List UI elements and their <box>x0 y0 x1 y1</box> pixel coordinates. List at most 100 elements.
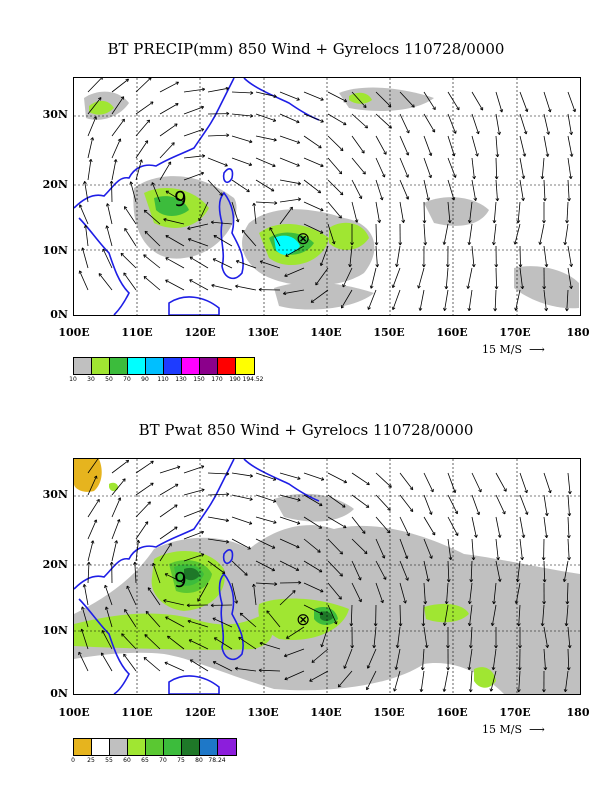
wind-vector-head <box>357 577 362 581</box>
wind-vector-head <box>375 264 380 268</box>
wind-vector-head <box>502 510 506 515</box>
wind-vector <box>399 538 408 559</box>
wind-vector <box>183 553 205 562</box>
wind-vector <box>188 238 209 247</box>
lon-label-170e: 170E <box>499 326 531 339</box>
wind-vector-head <box>139 159 143 163</box>
wind-vector <box>231 516 253 525</box>
wind-vector <box>159 483 179 496</box>
colorbar-tick-label: 194.52 <box>242 376 264 383</box>
wind-vector <box>468 648 473 670</box>
wind-vector-head <box>83 181 87 185</box>
coast-asia-mainland <box>74 78 235 209</box>
wind-vector <box>207 560 226 574</box>
wind-vector <box>259 260 281 269</box>
wind-vector-head <box>86 561 91 565</box>
wind-vector <box>495 91 503 113</box>
wind-vector-head <box>296 544 300 549</box>
wind-vector-head <box>221 570 226 574</box>
wind-vector <box>566 289 569 312</box>
wind-vector <box>87 459 99 474</box>
wind-vector-head <box>446 667 450 671</box>
wind-vector-head <box>523 131 528 135</box>
wind-vector-head <box>442 688 447 692</box>
wind-vector-head <box>320 477 325 481</box>
wind-vector <box>311 648 329 663</box>
wind-vector <box>135 78 152 93</box>
wind-scale-label: 15 M/S <box>482 343 522 356</box>
wind-vector-head <box>568 175 573 180</box>
wind-vector-head <box>259 260 264 264</box>
wind-vector <box>255 179 275 192</box>
wind-vector <box>213 661 233 672</box>
wind-vector <box>135 159 142 181</box>
wind-vector <box>283 289 305 295</box>
wind-vector-head <box>212 617 216 621</box>
wind-vector-head <box>252 202 257 206</box>
wind-vector <box>519 472 528 493</box>
wind-vector <box>543 472 551 494</box>
wind-vector-head <box>405 196 410 200</box>
wind-vector-head <box>473 197 478 201</box>
colorbar-swatch <box>146 358 164 374</box>
wind-vector-head <box>188 639 193 643</box>
wind-vector-head <box>373 623 378 627</box>
wind-vector <box>493 201 497 223</box>
wind-vector-head <box>147 501 151 505</box>
wind-vector-head <box>246 188 250 193</box>
wind-vector <box>111 118 125 137</box>
panel1-colorbar <box>73 357 255 375</box>
wind-vector <box>135 482 154 496</box>
wind-vector-head <box>423 242 428 246</box>
wind-vector <box>255 135 277 141</box>
lon-label-160e: 160E <box>436 706 468 719</box>
wind-vector <box>392 289 401 310</box>
wind-vector <box>543 516 548 538</box>
wind-vector-head <box>446 579 451 583</box>
wind-vector-head <box>428 511 433 515</box>
wind-vector <box>198 201 209 222</box>
wind-vector <box>493 223 497 245</box>
precip-green-east <box>329 222 369 250</box>
wind-vector-head <box>284 273 288 277</box>
wind-vector-head <box>200 508 204 513</box>
wind-vector-head <box>133 561 137 565</box>
wind-vector-head <box>318 525 323 529</box>
wind-vector-head <box>296 163 300 167</box>
wind-vector-head <box>387 103 392 108</box>
wind-vector-head <box>226 133 230 138</box>
wind-vector-head <box>365 686 370 691</box>
wind-vector <box>279 157 300 167</box>
wind-vector <box>121 633 137 650</box>
wind-vector-head <box>423 601 428 605</box>
wind-vector <box>279 560 299 571</box>
wind-vector <box>231 201 239 223</box>
colorbar-swatch <box>218 739 236 755</box>
colorbar-tick-label: 150 <box>193 376 205 383</box>
wind-vector-head <box>338 596 342 600</box>
wind-vector-head <box>174 504 178 508</box>
wind-vector <box>375 538 385 559</box>
wind-vector-head <box>167 161 172 165</box>
colorbar-tick-label: 110 <box>157 376 169 383</box>
wind-vector-head <box>406 129 410 134</box>
wind-vector <box>197 582 209 602</box>
wind-vector-head <box>443 307 447 311</box>
wind-vector-head <box>104 606 109 610</box>
wind-vector <box>87 137 94 159</box>
wind-vector-head <box>395 263 399 267</box>
wind-vectors <box>78 459 572 693</box>
wind-vector <box>399 560 409 581</box>
wind-vector-head <box>93 519 98 523</box>
wind-vector-head <box>200 553 205 557</box>
colorbar-swatch <box>200 358 218 374</box>
wind-vector-head <box>405 174 409 178</box>
wind-vector <box>567 179 570 202</box>
wind-vector-head <box>117 497 122 501</box>
wind-vector-head <box>503 488 507 492</box>
lat-label-10n: 10N <box>42 624 68 637</box>
wind-vector <box>351 538 368 554</box>
wind-vector <box>207 157 228 167</box>
wind-vector <box>327 472 347 483</box>
wind-vector <box>373 626 377 648</box>
